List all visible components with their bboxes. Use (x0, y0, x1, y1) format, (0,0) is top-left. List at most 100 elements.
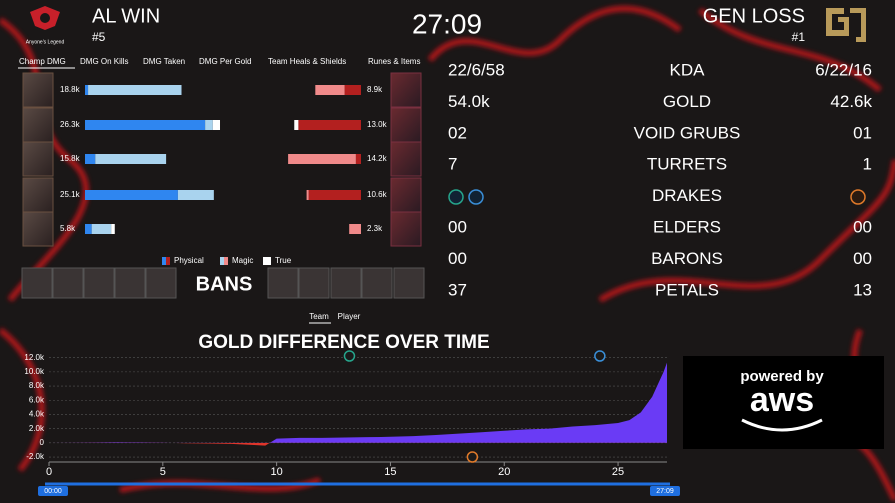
view-toggle[interactable]: Player (338, 312, 361, 321)
stat-left: 22/6/58 (448, 60, 505, 79)
tab[interactable]: DMG Per Gold (199, 57, 251, 66)
event-marker (466, 451, 479, 463)
right-team: GEN LOSS (703, 5, 805, 27)
y-tick-label: 2.0k (29, 424, 45, 433)
stat-label: TURRETS (647, 155, 727, 174)
stat-left: 00 (448, 217, 467, 236)
right-rank: #1 (792, 30, 806, 44)
ban-portrait (267, 267, 299, 299)
damage-label: 2.3k (367, 224, 383, 233)
damage-segment (91, 224, 112, 234)
stat-right: 42.6k (830, 92, 872, 111)
stat-right: 00 (853, 217, 872, 236)
stat-left: 54.0k (448, 92, 490, 111)
left-team: AL WIN (92, 5, 160, 27)
damage-segment (95, 154, 167, 164)
sponsor-line2: aws (750, 381, 814, 419)
timer: 27:09 (412, 8, 482, 39)
y-tick-label: 6.0k (29, 395, 45, 404)
stat-label: DRAKES (652, 186, 722, 205)
champion-portrait (22, 107, 54, 143)
y-tick-label: 10.0k (24, 367, 45, 376)
stat-right: 01 (853, 123, 872, 142)
legend-swatch (224, 257, 228, 265)
legend-label: Physical (174, 256, 204, 265)
damage-segment (212, 120, 221, 130)
y-tick-label: -2.0k (26, 452, 45, 461)
ban-portrait (114, 267, 146, 299)
stat-label: PETALS (655, 280, 719, 299)
sponsor-line1: powered by (740, 368, 824, 385)
legend-label: True (275, 256, 292, 265)
damage-label: 15.8k (60, 154, 81, 163)
damage-label: 13.0k (367, 120, 388, 129)
sponsor-smile (741, 418, 823, 432)
damage-segment (294, 120, 299, 130)
slider-end: 27:09 (656, 488, 674, 495)
stat-left: 7 (448, 155, 457, 174)
tab[interactable]: Champ DMG (19, 57, 66, 66)
damage-segment (88, 85, 182, 95)
view-toggle[interactable]: Team (309, 312, 329, 321)
x-tick-label: 20 (498, 466, 510, 478)
stat-left: 02 (448, 123, 467, 142)
slider-start: 00:00 (44, 488, 62, 495)
background-swirls (0, 5, 895, 502)
legend-label: Magic (232, 256, 253, 265)
legend-swatch (162, 257, 166, 265)
y-tick-label: 8.0k (29, 381, 45, 390)
champion-portrait (22, 211, 54, 247)
stat-label: BARONS (651, 249, 723, 268)
stat-left: 37 (448, 280, 467, 299)
damage-segment (355, 154, 361, 164)
slider-start-handle[interactable] (38, 486, 68, 496)
champion-portrait (390, 211, 422, 247)
y-tick-label: 0 (40, 438, 45, 447)
right-logo (826, 8, 866, 42)
stat-label: GOLD (663, 92, 711, 111)
y-tick-label: 12.0k (24, 353, 45, 362)
tab[interactable]: Team Heals & Shields (268, 57, 346, 66)
damage-label: 25.1k (60, 190, 81, 199)
tab[interactable]: DMG Taken (143, 57, 185, 66)
stat-label: KDA (670, 60, 706, 79)
stat-right: 1 (863, 155, 872, 174)
left-logo (30, 6, 60, 30)
x-tick-label: 0 (46, 466, 52, 478)
y-tick-label: 4.0k (29, 410, 45, 419)
ban-portrait (83, 267, 115, 299)
event-marker (594, 350, 606, 362)
ban-portrait (393, 267, 425, 299)
stat-label: ELDERS (653, 217, 721, 236)
tab[interactable]: Runes & Items (368, 57, 420, 66)
ban-portrait (330, 267, 362, 299)
left-logo-text: Anyone's Legend (26, 39, 65, 45)
damage-segment (85, 190, 178, 200)
damage-label: 5.8k (60, 224, 76, 233)
right-drake (850, 189, 866, 205)
stat-left: 00 (448, 249, 467, 268)
tab[interactable]: DMG On Kills (80, 57, 128, 66)
x-tick-label: 10 (270, 466, 282, 478)
slider-end-handle[interactable] (650, 486, 680, 496)
damage-segment (85, 154, 96, 164)
area-positive (49, 362, 667, 443)
champion-portrait (22, 177, 54, 213)
left-drakes (448, 189, 484, 205)
x-tick-label: 15 (384, 466, 396, 478)
damage-label: 26.3k (60, 120, 81, 129)
ban-portrait (298, 267, 330, 299)
damage-segment (308, 190, 361, 200)
bans-label: BANS (196, 273, 253, 295)
damage-label: 10.6k (367, 190, 388, 199)
damage-segment (205, 120, 213, 130)
damage-segment (177, 190, 214, 200)
damage-segment (315, 85, 345, 95)
ban-portrait (52, 267, 84, 299)
damage-segment (111, 224, 115, 234)
stat-right: 00 (853, 249, 872, 268)
champion-portrait (22, 72, 54, 108)
champion-portrait (390, 107, 422, 143)
